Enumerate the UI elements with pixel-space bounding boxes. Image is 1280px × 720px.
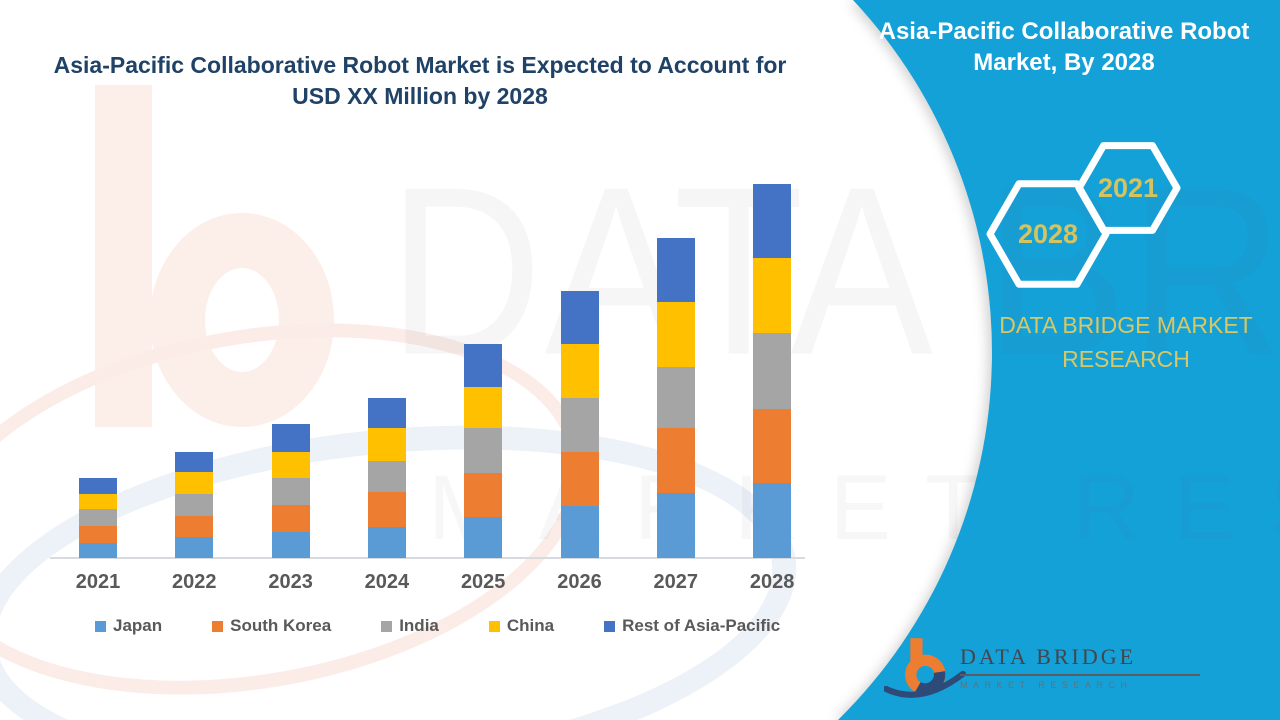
bar-segment-2028-rest-of-asia-pacific — [753, 184, 792, 258]
chart-title: Asia-Pacific Collaborative Robot Market … — [30, 50, 810, 112]
x-axis-label: 2022 — [172, 571, 217, 593]
data-bridge-logo-icon — [884, 638, 967, 698]
panel-brand-line2: RESEARCH — [1062, 346, 1190, 372]
legend-swatch — [604, 620, 616, 632]
bar-segment-2025-south-korea — [464, 473, 503, 517]
bar-segment-2023-china — [271, 452, 310, 478]
bar-segment-2026-south-korea — [560, 452, 599, 506]
legend-swatch — [488, 620, 500, 632]
bar-segment-2025-india — [464, 428, 503, 473]
bar-segment-2025-rest-of-asia-pacific — [464, 344, 503, 387]
bar-segment-2028-china — [753, 258, 792, 333]
bar-segment-2022-rest-of-asia-pacific — [175, 452, 214, 472]
panel-brand-line1: DATA BRIDGE MARKET — [999, 312, 1253, 338]
legend-swatch — [381, 620, 393, 632]
x-axis-label: 2024 — [364, 571, 410, 593]
bar-segment-2022-south-korea — [175, 516, 214, 537]
bar-segment-2021-rest-of-asia-pacific — [79, 478, 117, 494]
bar-segment-2023-rest-of-asia-pacific — [271, 424, 310, 452]
panel-title: Asia-Pacific Collaborative Robot Market,… — [872, 16, 1256, 78]
panel-title-line1: Asia-Pacific Collaborative Robot — [878, 18, 1250, 45]
panel-brand-text: DATA BRIDGE MARKET RESEARCH — [980, 308, 1272, 376]
bar-segment-2021-india — [79, 509, 117, 526]
legend-label: Japan — [113, 616, 163, 635]
bar-segment-2021-china — [79, 494, 117, 509]
bar-segment-2023-india — [271, 478, 310, 505]
bar-segment-2026-rest-of-asia-pacific — [560, 291, 599, 344]
legend-item-south-korea: South Korea — [212, 616, 331, 636]
legend-label: China — [506, 616, 555, 635]
bar-segment-2024-south-korea — [367, 492, 406, 527]
x-axis-label: 2027 — [653, 571, 699, 593]
bar-segment-2021-south-korea — [79, 526, 117, 543]
bar-segment-2023-japan — [271, 532, 310, 558]
bar-segment-2027-rest-of-asia-pacific — [656, 238, 695, 302]
bar-segment-2022-india — [175, 494, 214, 516]
watermark-logo-stem — [95, 85, 152, 427]
x-axis-label: 2026 — [557, 571, 602, 593]
bar-segment-2028-south-korea — [753, 409, 792, 483]
bar-segment-2025-china — [464, 387, 503, 428]
legend-swatch — [212, 620, 224, 632]
legend-item-rest-of-asia-pacific: Rest of Asia-Pacific — [604, 616, 780, 636]
panel-title-line2: Market, By 2028 — [973, 49, 1155, 76]
legend-label: India — [399, 616, 439, 635]
bar-segment-2024-china — [367, 428, 406, 461]
x-axis-label: 2025 — [460, 571, 506, 593]
bar-segment-2024-rest-of-asia-pacific — [367, 398, 406, 428]
legend-swatch — [95, 620, 106, 632]
legend-item-japan: Japan — [95, 616, 162, 636]
bar-segment-2027-south-korea — [656, 428, 695, 493]
bar-segment-2021-japan — [79, 543, 117, 558]
legend-label: South Korea — [230, 616, 332, 635]
bar-segment-2025-japan — [464, 517, 503, 558]
hexagon-year-2021: 2021 — [1097, 173, 1159, 203]
bar-segment-2024-japan — [367, 527, 406, 558]
bar-segment-2024-india — [367, 461, 406, 492]
bar-segment-2026-india — [560, 398, 599, 452]
bar-segment-2022-china — [175, 472, 214, 494]
x-axis-label: 2028 — [749, 571, 795, 593]
legend-item-india: India — [381, 616, 439, 636]
footer-logo: DATA BRIDGE MARKET RESEARCH — [884, 634, 1204, 710]
bar-segment-2028-india — [753, 333, 792, 409]
legend-item-china: China — [488, 616, 555, 636]
bar-segment-2027-china — [656, 302, 695, 367]
footer-brand-name: DATA BRIDGE — [960, 644, 1200, 676]
legend-label: Rest of Asia-Pacific — [622, 616, 781, 635]
bar-segment-2022-japan — [175, 537, 214, 558]
chart-title-line2: USD XX Million by 2028 — [292, 83, 548, 109]
chart-title-line1: Asia-Pacific Collaborative Robot Market … — [53, 52, 787, 78]
bar-segment-2027-japan — [656, 493, 695, 558]
footer-logo-text: DATA BRIDGE MARKET RESEARCH — [960, 644, 1200, 690]
x-axis-line — [50, 557, 805, 559]
bar-segment-2028-japan — [753, 483, 792, 558]
x-axis-label: 2021 — [75, 571, 121, 593]
bar-segment-2027-india — [656, 367, 695, 428]
bar-segment-2023-south-korea — [271, 505, 310, 532]
chart-legend: Japan South Korea India China Rest of Asia-P… — [95, 616, 780, 636]
hexagon-year-2028: 2028 — [1017, 219, 1079, 249]
x-axis-label: 2023 — [268, 571, 313, 593]
bar-segment-2026-japan — [560, 506, 599, 558]
footer-brand-sub: MARKET RESEARCH — [960, 680, 1133, 690]
bar-segment-2026-china — [560, 344, 599, 398]
